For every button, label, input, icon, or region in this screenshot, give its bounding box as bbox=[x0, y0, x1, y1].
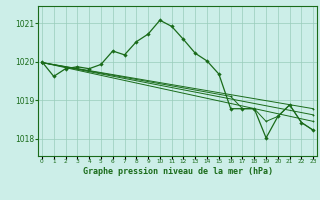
X-axis label: Graphe pression niveau de la mer (hPa): Graphe pression niveau de la mer (hPa) bbox=[83, 167, 273, 176]
